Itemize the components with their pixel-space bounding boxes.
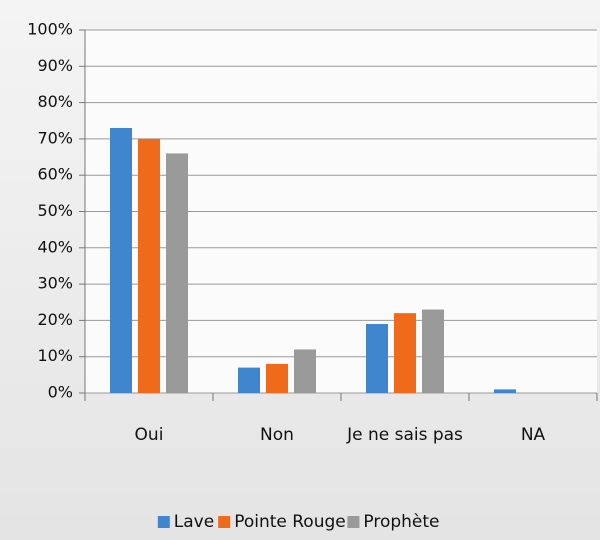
- x-tick-label: NA: [521, 425, 546, 445]
- bar: [110, 128, 132, 393]
- bar: [166, 153, 188, 393]
- bar: [422, 309, 444, 393]
- y-tick-label: 70%: [37, 128, 73, 147]
- bar: [394, 313, 416, 393]
- y-tick-label: 40%: [37, 237, 73, 256]
- y-tick-label: 100%: [27, 20, 73, 39]
- legend-swatch: [218, 516, 231, 528]
- bar: [138, 138, 160, 393]
- bar: [294, 349, 316, 393]
- bar: [238, 367, 260, 393]
- y-tick-label: 60%: [37, 165, 73, 184]
- legend-swatch: [157, 516, 170, 528]
- bar: [366, 324, 388, 393]
- bar: [266, 363, 288, 393]
- legend-label: Pointe Rouge: [234, 512, 346, 532]
- y-tick-label: 10%: [37, 346, 73, 365]
- y-tick-label: 90%: [37, 56, 73, 75]
- x-tick-label: Oui: [135, 425, 164, 445]
- x-tick-label: Non: [260, 425, 294, 445]
- y-tick-label: 30%: [37, 274, 73, 293]
- y-tick-label: 80%: [37, 92, 73, 111]
- legend-swatch: [347, 516, 360, 528]
- y-tick-label: 20%: [37, 310, 73, 329]
- x-tick-label: Je ne sais pas: [346, 425, 463, 445]
- y-tick-label: 0%: [48, 383, 73, 402]
- y-tick-label: 50%: [37, 201, 73, 220]
- legend-label: Prophète: [363, 512, 439, 532]
- bar: [494, 389, 516, 393]
- legend-label: Lave: [174, 512, 214, 532]
